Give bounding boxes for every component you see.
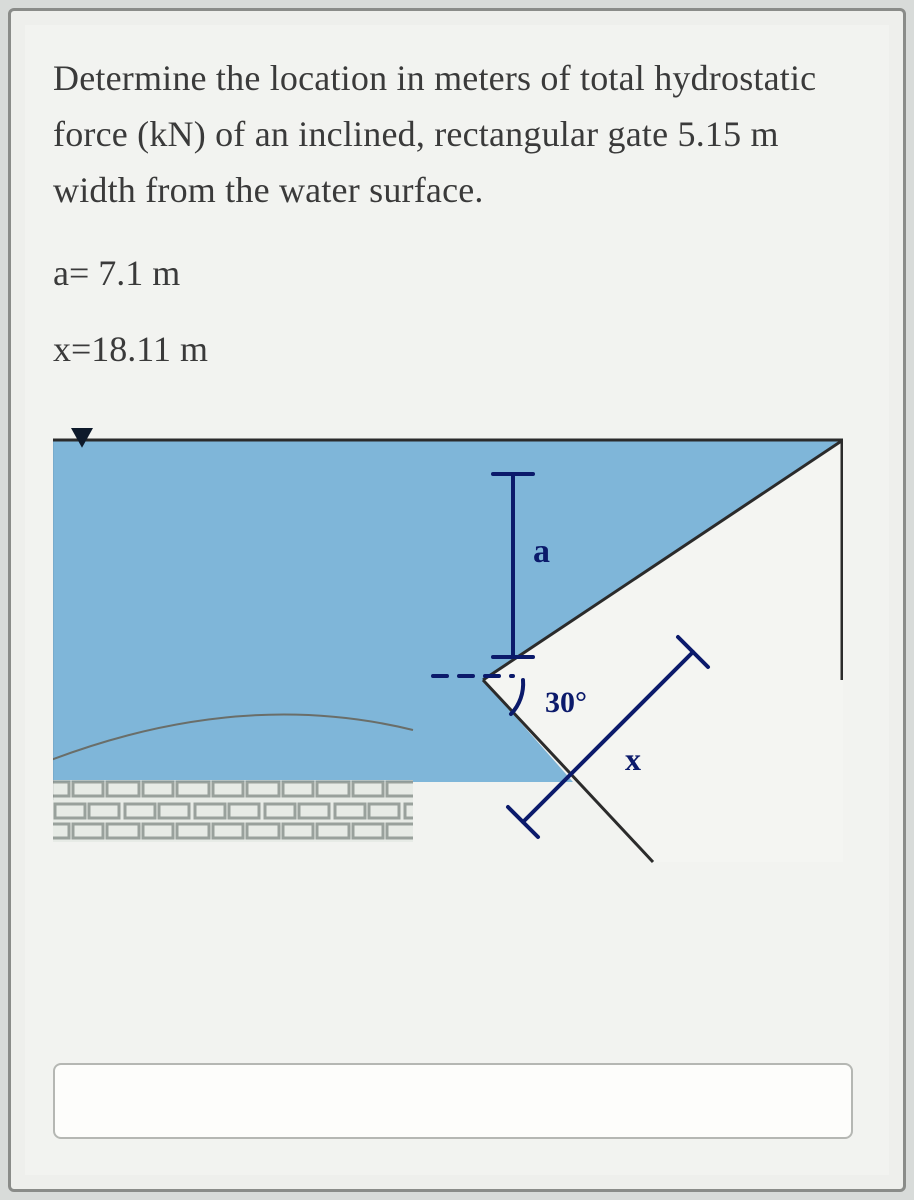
param-x: x=18.11 m [53,328,861,370]
screenshot-frame: Determine the location in meters of tota… [8,8,906,1192]
svg-text:a: a [533,533,550,570]
diagram-svg: a 30° x [53,412,843,872]
svg-text:x: x [625,741,641,777]
diagram: a 30° x [53,412,843,872]
svg-text:30°: 30° [545,686,587,719]
answer-input[interactable] [53,1063,853,1139]
problem-statement: Determine the location in meters of tota… [53,51,861,218]
param-a: a= 7.1 m [53,252,861,294]
question-card: Determine the location in meters of tota… [25,25,889,1175]
